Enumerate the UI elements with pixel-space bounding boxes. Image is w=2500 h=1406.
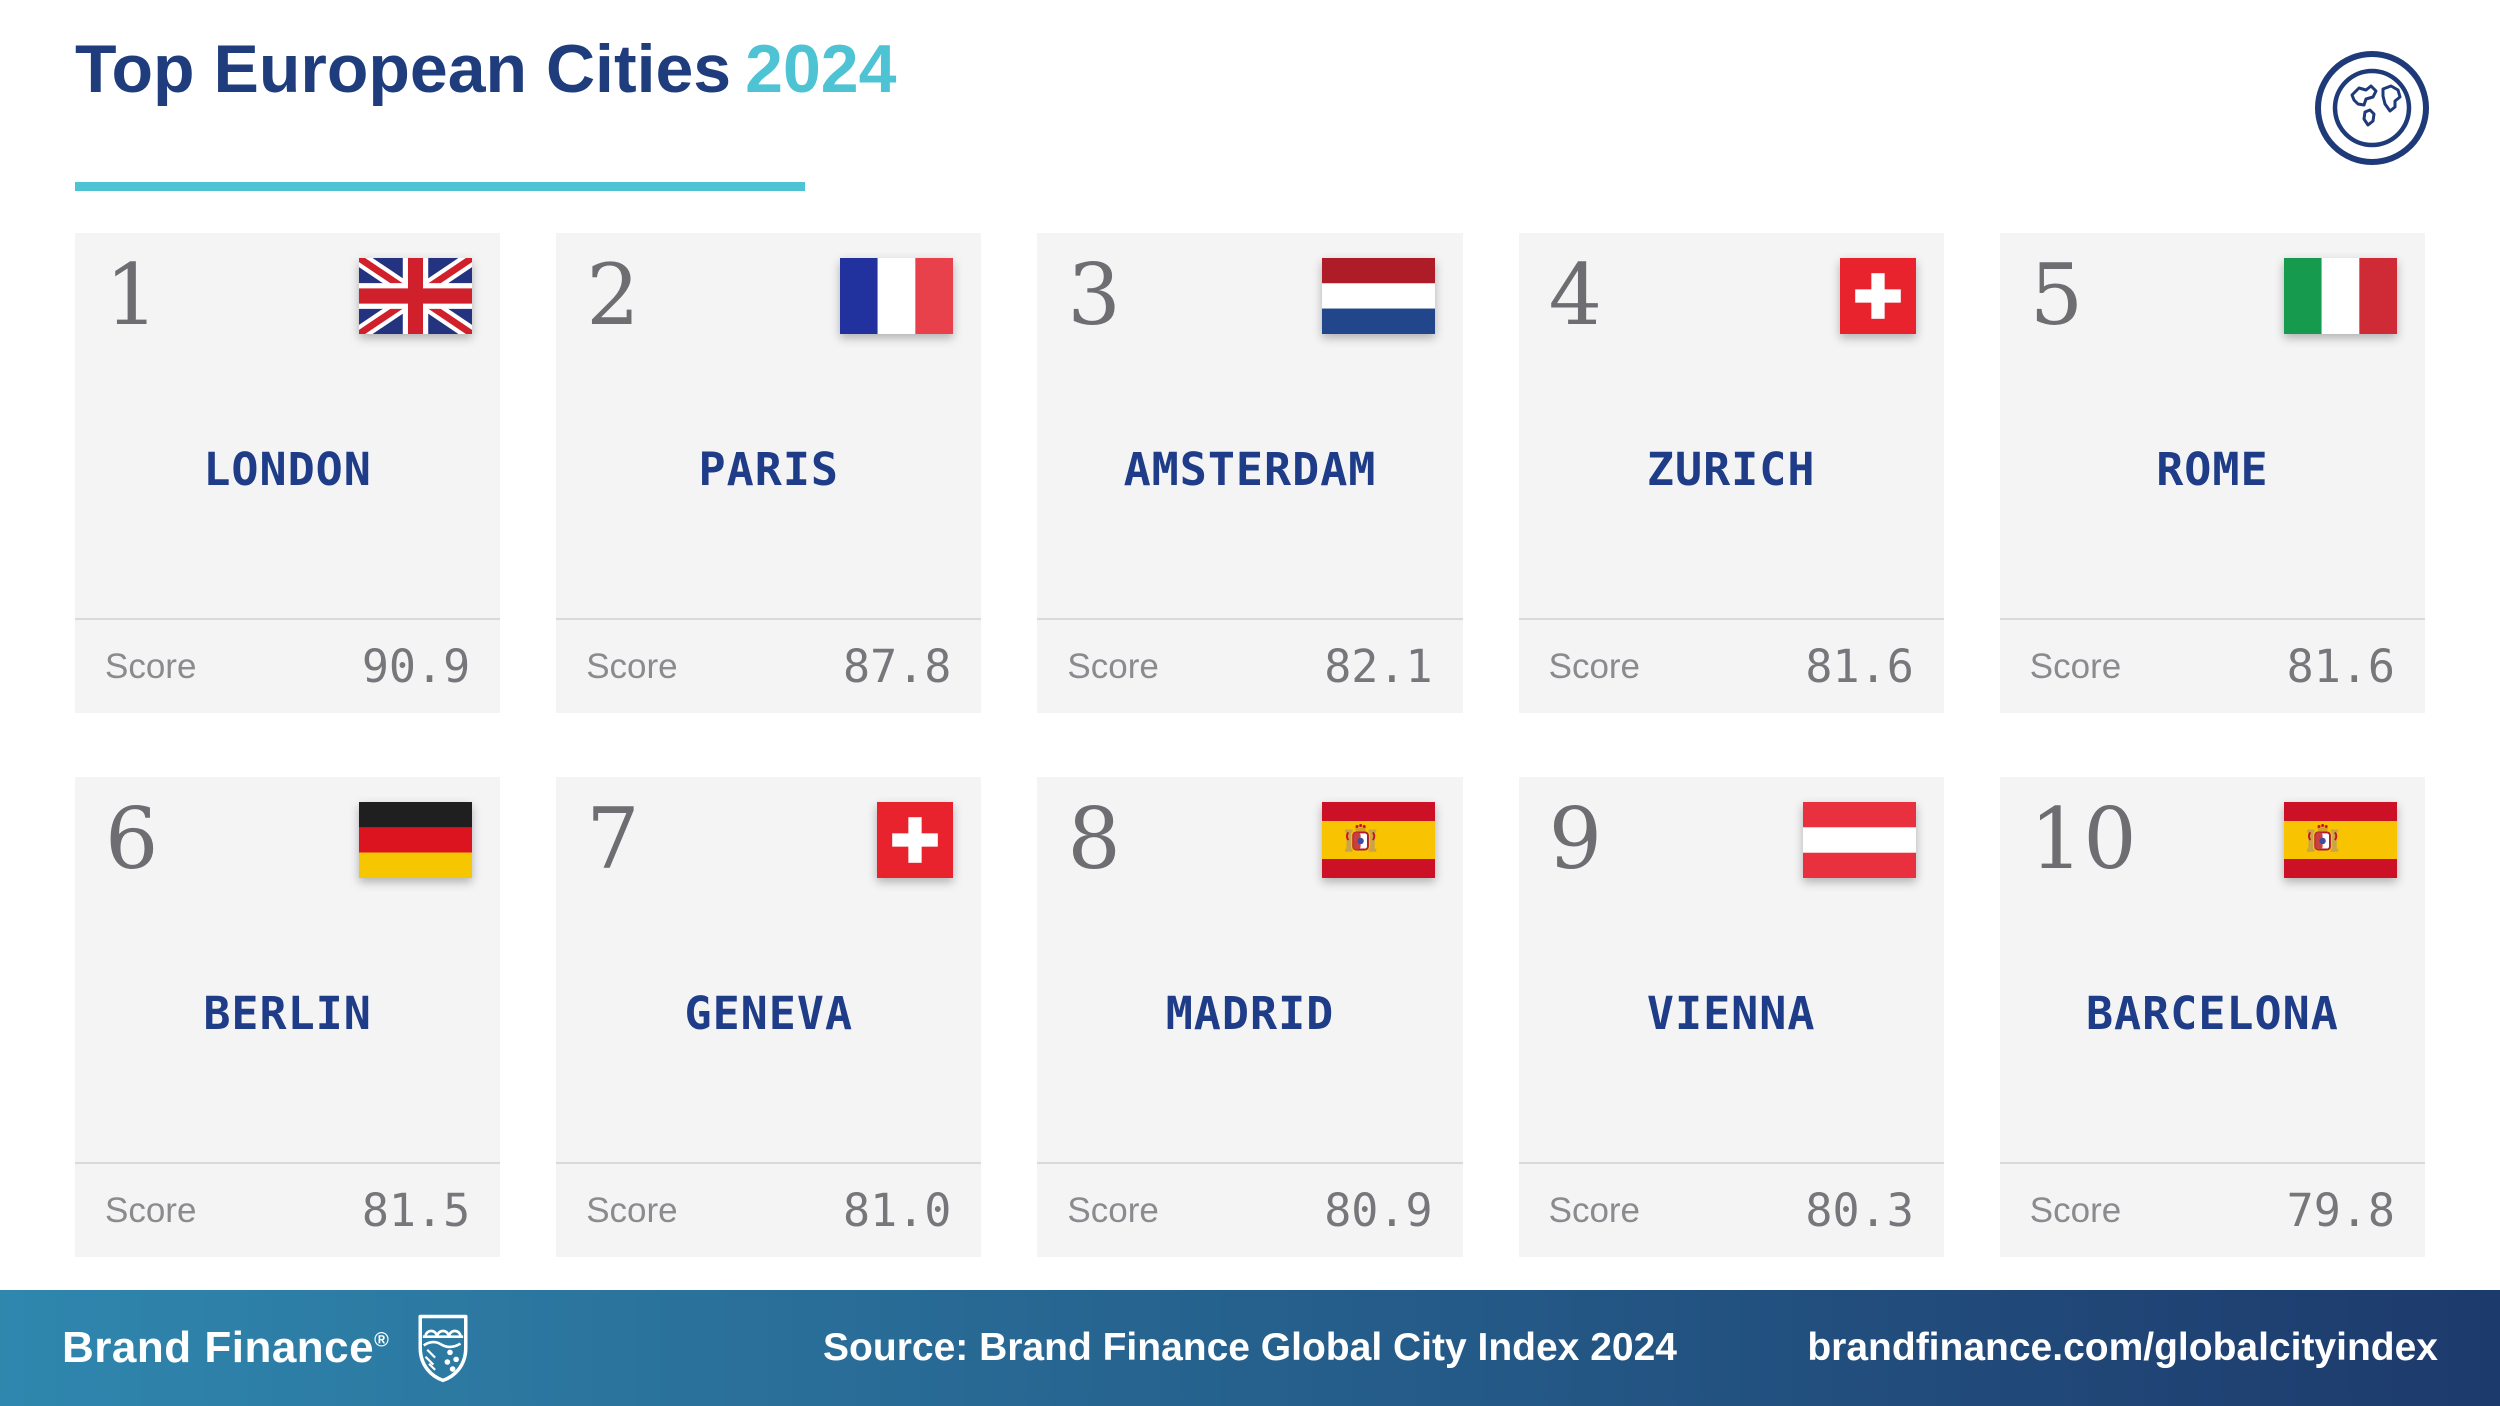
city-name: BERLIN: [203, 987, 372, 1040]
rank-number: 7: [586, 790, 640, 888]
city-card: 4 ZURICH Score 81.6: [1518, 233, 1944, 713]
title-underline: [75, 182, 805, 191]
score-value: 90.9: [361, 640, 471, 693]
score-value: 81.5: [361, 1184, 471, 1237]
city-card: 1 LONDON Score 90.9: [75, 233, 501, 713]
city-name: LONDON: [203, 443, 372, 496]
city-name: MADRID: [1165, 987, 1335, 1040]
score-value: 80.9: [1324, 1184, 1433, 1237]
score-bar: Score 90.9: [75, 618, 501, 713]
brand-finance-shield-icon: [415, 1313, 471, 1383]
city-card: 10 BARCELONA Score 79.8: [1999, 777, 2425, 1257]
city-card: 6 BERLIN Score 81.5: [75, 777, 501, 1257]
score-label: Score: [2029, 646, 2122, 686]
score-bar: Score 80.9: [1037, 1162, 1463, 1257]
brand-name: Brand Finance: [62, 1323, 375, 1372]
austria-flag-icon: [1802, 802, 1916, 878]
city-card: 9 VIENNA Score 80.3: [1518, 777, 1944, 1257]
brand-finance-logo: Brand Finance®: [62, 1313, 471, 1383]
score-label: Score: [2029, 1190, 2122, 1230]
score-bar: Score 81.5: [75, 1162, 501, 1257]
france-flag-icon: [840, 258, 954, 334]
rank-number: 1: [105, 246, 159, 344]
source-text: Source: Brand Finance Global City Index …: [823, 1326, 1677, 1369]
score-bar: Score 82.1: [1037, 618, 1463, 713]
city-card: 8 MADRID Score 80.9: [1037, 777, 1463, 1257]
score-label: Score: [586, 1190, 678, 1230]
rank-number: 6: [105, 790, 159, 888]
city-name: VIENNA: [1646, 987, 1816, 1040]
score-value: 79.8: [2286, 1184, 2395, 1237]
registered-trademark: ®: [374, 1329, 390, 1352]
city-card: 3 AMSTERDAM Score 82.1: [1037, 233, 1463, 713]
netherlands-flag-icon: [1321, 258, 1435, 334]
cards-grid: 1 LONDON Score 90.9 2 PARIS Score 87.8 3…: [75, 233, 2425, 1257]
score-value: 81.6: [1805, 640, 1914, 693]
switzerland-flag-icon: [877, 802, 954, 878]
footer-url[interactable]: brandfinance.com/globalcityindex: [1807, 1326, 2438, 1369]
globe-icon: [2312, 48, 2432, 168]
city-name: ROME: [2156, 443, 2269, 496]
city-card: 5 ROME Score 81.6: [1999, 233, 2425, 713]
italy-flag-icon: [2284, 258, 2397, 334]
rank-number: 8: [1067, 790, 1121, 888]
footer-bar: Brand Finance® Source: Brand Finance Glo…: [0, 1290, 2500, 1406]
score-value: 80.3: [1805, 1184, 1914, 1237]
city-name: ZURICH: [1646, 443, 1816, 496]
score-bar: Score 79.8: [1999, 1162, 2425, 1257]
score-bar: Score 80.3: [1518, 1162, 1944, 1257]
brand-finance-wordmark: Brand Finance®: [62, 1323, 389, 1373]
rank-number: 2: [586, 246, 640, 344]
score-value: 87.8: [843, 640, 952, 693]
rank-number: 5: [2029, 246, 2084, 344]
united-kingdom-flag-icon: [359, 258, 473, 334]
score-bar: Score 81.6: [1999, 618, 2425, 713]
switzerland-flag-icon: [1839, 258, 1916, 334]
score-label: Score: [586, 646, 678, 686]
germany-flag-icon: [359, 802, 473, 878]
score-label: Score: [1548, 1190, 1641, 1230]
rank-number: 9: [1548, 790, 1603, 888]
score-label: Score: [1548, 646, 1641, 686]
score-bar: Score 81.0: [556, 1162, 982, 1257]
rank-number: 10: [2029, 790, 2137, 888]
page-title-text: Top European Cities: [75, 31, 732, 107]
city-name: AMSTERDAM: [1123, 443, 1377, 496]
page-title: Top European Cities 2024: [75, 30, 896, 108]
rank-number: 3: [1067, 246, 1121, 344]
city-card: 2 PARIS Score 87.8: [556, 233, 982, 713]
city-name: BARCELONA: [2085, 987, 2339, 1040]
city-card: 7 GENEVA Score 81.0: [556, 777, 982, 1257]
score-label: Score: [105, 1190, 197, 1230]
city-name: GENEVA: [684, 987, 854, 1040]
spain-flag-icon: [1321, 802, 1435, 878]
score-value: 81.6: [2286, 640, 2395, 693]
score-label: Score: [1067, 1190, 1159, 1230]
score-value: 82.1: [1324, 640, 1433, 693]
score-bar: Score 81.6: [1518, 618, 1944, 713]
rank-number: 4: [1548, 246, 1603, 344]
score-label: Score: [105, 646, 197, 686]
spain-flag-icon: [2284, 802, 2397, 878]
score-label: Score: [1067, 646, 1159, 686]
city-name: PARIS: [698, 443, 840, 496]
score-value: 81.0: [843, 1184, 952, 1237]
page-title-year: 2024: [745, 31, 897, 107]
score-bar: Score 87.8: [556, 618, 982, 713]
